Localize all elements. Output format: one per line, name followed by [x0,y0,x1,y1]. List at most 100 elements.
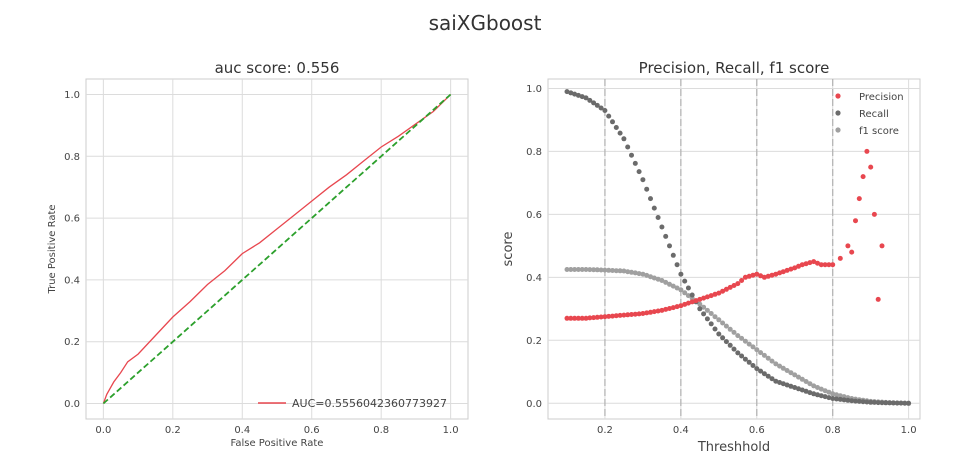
precision-point [629,312,634,317]
prf-chart: Precision, Recall, f1 score 0.0 0.2 0.4 0.6… [501,59,921,455]
recall-point [902,400,908,406]
f1-point [583,267,589,272]
recall-point [868,399,874,405]
f1-point [678,287,684,293]
recall-point [879,400,885,406]
precision-point [818,262,824,268]
precision-point [591,315,597,321]
recall-point [830,396,836,401]
precision-point [769,272,775,278]
prf-xlabel: Threshhold [697,440,770,455]
recall-point [742,356,748,362]
recall-point [811,391,817,397]
series-recall [564,89,912,406]
prf-title: Precision, Recall, f1 score [639,59,830,77]
f1-point [784,368,790,373]
precision-point [663,306,669,312]
f1-point [754,347,760,353]
f1-point [723,323,729,329]
precision-point [621,312,627,318]
random-baseline [102,93,452,405]
f1-point [613,268,619,274]
legend-label-f1: f1 score [859,126,899,137]
precision-point [693,298,699,304]
recall-point [572,91,578,97]
recall-point [856,398,862,404]
recall-point [625,144,631,150]
recall-point [587,97,593,103]
precision-point [815,260,820,266]
precision-point [849,249,855,255]
precision-point [731,283,737,288]
roc-ylabel: True Positive Rate [47,204,58,294]
roc-legend: AUC=0.5556042360773927 [258,397,447,410]
legend-label-precision: Precision [859,92,904,103]
recall-point [629,152,634,158]
f1-point [625,269,631,275]
recall-point [773,378,779,384]
roc-ytick-label: 0.8 [64,152,80,163]
recall-point [750,363,756,368]
precision-point [750,272,756,278]
precision-point [640,311,646,316]
f1-point [568,267,574,272]
recall-point [803,388,809,394]
f1-point [572,267,578,272]
recall-point [849,398,855,404]
recall-point [735,350,741,356]
recall-point [780,381,786,387]
f1-point [773,361,779,367]
recall-point [815,392,820,398]
precision-point [636,311,642,317]
precision-point [837,255,843,261]
recall-point [826,395,832,401]
roc-xlabel: False Positive Rate [231,438,324,449]
f1-point [697,301,703,307]
legend-label-recall: Recall [859,109,889,120]
f1-point [670,283,676,289]
prf-ytick-label: 0.2 [526,336,542,347]
f1-point [720,320,726,326]
roc-xtick-label: 0.8 [373,425,389,436]
precision-point [583,315,589,321]
recall-point [701,311,707,317]
recall-point [579,94,585,100]
recall-point [754,366,760,372]
f1-point [788,370,794,376]
f1-point [602,267,608,273]
precision-point [853,218,858,224]
prf-xtick-label: 0.8 [825,425,841,436]
f1-point [807,381,813,387]
recall-point [682,278,688,284]
f1-point [750,344,756,350]
roc-ytick-label: 0.0 [64,399,80,410]
precision-point [720,288,726,294]
prf-ylabel: score [501,232,516,267]
recall-point [708,321,714,327]
precision-point [784,267,790,273]
precision-point [746,273,752,279]
precision-point [678,303,684,309]
recall-point [807,390,813,396]
series-precision [564,148,885,321]
prf-ytick-label: 0.8 [526,147,542,158]
precision-point [864,148,870,154]
f1-point [701,304,707,310]
f1-point [716,317,722,323]
f1-point [636,271,642,277]
roc-ytick-label: 0.4 [64,275,80,286]
f1-point [803,379,809,384]
f1-point [739,335,745,341]
precision-point [602,314,608,320]
f1-point [818,386,824,392]
precision-point [659,307,665,313]
recall-point [727,342,733,348]
recall-point [716,331,722,337]
recall-point [583,95,589,101]
f1-point [830,391,836,397]
precision-point [723,286,729,292]
precision-point [685,300,691,306]
recall-point [704,316,710,322]
recall-point [674,262,680,268]
recall-point [898,400,904,406]
